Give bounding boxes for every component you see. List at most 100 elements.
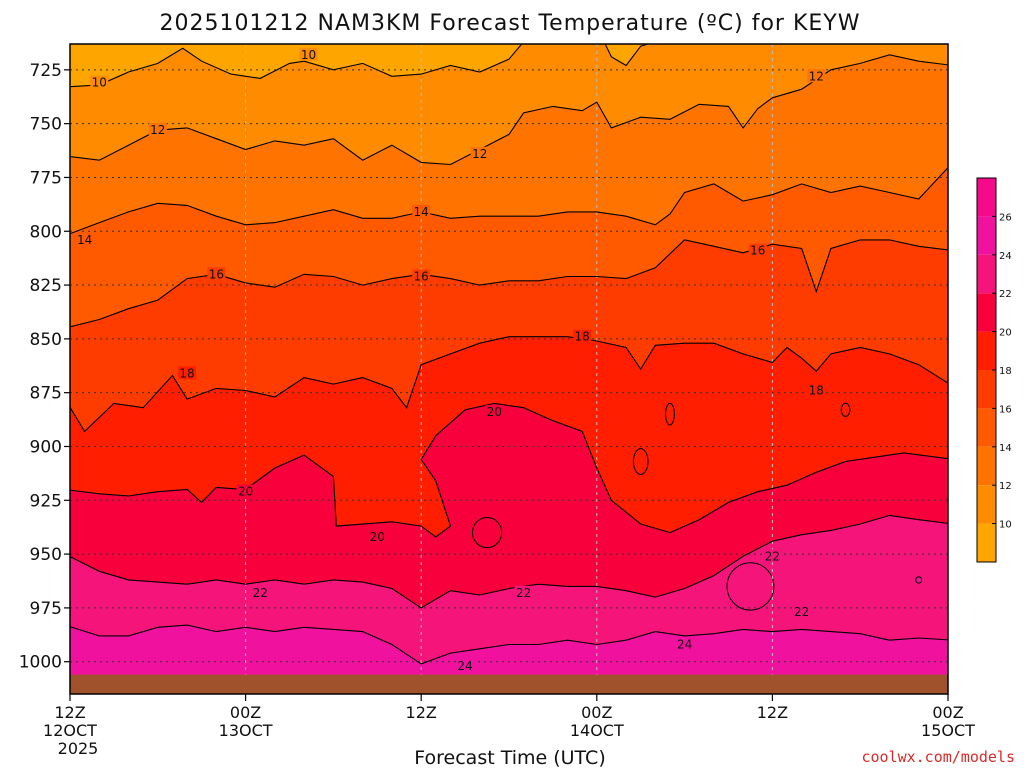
isotherm-label-bg-12 — [807, 383, 826, 397]
isotherm-label-20: 20 — [238, 485, 253, 499]
isotherm-label-bg-17 — [514, 585, 533, 599]
isotherm-label-bg-13 — [236, 484, 255, 498]
isotherm-label-22: 22 — [794, 605, 809, 619]
colorbar-segment-6 — [977, 293, 996, 332]
isotherm-label-bg-21 — [675, 637, 694, 651]
isotherm-label-10: 10 — [92, 76, 107, 90]
x-tick-label-36-1: 14OCT — [570, 721, 624, 740]
isotherm-label-22: 22 — [253, 586, 268, 600]
isotherm-label-bg-14 — [368, 529, 387, 543]
x-tick-label-48-0: 12Z — [757, 703, 788, 722]
chart-title: 2025101212 NAM3KM Forecast Temperature (… — [160, 11, 861, 36]
isotherm-island-3 — [840, 402, 851, 417]
colorbar-tick-label-12: 12 — [999, 481, 1012, 492]
isotherm-12 — [70, 54, 948, 166]
isotherm-label-20: 20 — [370, 530, 385, 544]
isotherm-label-bg-8 — [412, 269, 431, 283]
colorbar-segment-4 — [977, 370, 996, 409]
y-tick-label-725: 725 — [30, 61, 62, 81]
colorbar-segment-9 — [977, 178, 996, 217]
ground-rect — [70, 674, 948, 694]
isotherm-20 — [70, 402, 948, 538]
isotherm-label-14: 14 — [77, 233, 92, 247]
isotherm-label-bg-18 — [763, 549, 782, 563]
y-tick-label-850: 850 — [30, 330, 62, 350]
y-tick-label-825: 825 — [30, 276, 62, 296]
isotherm-label-18: 18 — [179, 366, 194, 380]
x-tick-label-0-2: 2025 — [58, 739, 99, 758]
isotherm-label-bg-3 — [470, 146, 489, 160]
gridlines — [70, 44, 948, 694]
isotherm-label-18: 18 — [809, 384, 824, 398]
colorbar-tick-label-24: 24 — [999, 251, 1012, 262]
isotherm-label-bg-19 — [792, 605, 811, 619]
colorbar-tick-label-20: 20 — [999, 328, 1012, 339]
credit-text: coolwx.com/models — [861, 748, 1015, 766]
colorbar-tick-label-10: 10 — [999, 520, 1012, 531]
isotherm-18 — [70, 336, 948, 433]
isotherm-island-0 — [471, 517, 503, 549]
x-tick-label-0-1: 12OCT — [43, 721, 97, 740]
isotherm-label-bg-5 — [75, 232, 94, 246]
x-tick-label-24-0: 12Z — [406, 703, 437, 722]
temperature-bands — [70, 44, 948, 694]
y-tick-label-750: 750 — [30, 115, 62, 135]
isotherm-label-24: 24 — [677, 637, 692, 651]
isotherm-label-14: 14 — [414, 205, 429, 219]
x-axis-title: Forecast Time (UTC) — [414, 747, 605, 768]
isotherm-label-22: 22 — [765, 549, 780, 563]
isotherm-label-16: 16 — [209, 267, 224, 281]
isotherm-label-12: 12 — [809, 69, 824, 83]
y-tick-label-1000: 1000 — [19, 653, 62, 673]
isotherm-label-12: 12 — [472, 147, 487, 161]
x-tick-label-36-0: 00Z — [581, 703, 612, 722]
isotherm-label-bg-16 — [251, 585, 270, 599]
x-tick-label-60-0: 00Z — [932, 703, 963, 722]
isotherm-label-24: 24 — [457, 659, 472, 673]
colorbar-segment-7 — [977, 254, 996, 294]
isotherm-14 — [70, 166, 948, 235]
y-tick-label-875: 875 — [30, 384, 62, 404]
x-tick-label-12-1: 13OCT — [219, 721, 273, 740]
colorbar-segment-2 — [977, 446, 996, 486]
y-axis: 725 750 775 800 825 850 875 900 925 950 975 1000 — [19, 61, 70, 673]
colorbar-segment-1 — [977, 485, 996, 524]
y-tick-label-975: 975 — [30, 599, 62, 619]
isotherm-label-12: 12 — [150, 123, 165, 137]
isotherm-label-bg-0 — [90, 75, 109, 89]
y-tick-label-775: 775 — [30, 168, 62, 188]
isotherm-label-bg-7 — [207, 267, 226, 281]
isotherm-labels: 10 10 12 12 12 14 14 16 16 16 18 18 18 20 20 20 22 22 22 22… — [75, 47, 826, 673]
colorbar-segment-8 — [977, 216, 996, 255]
y-tick-label-925: 925 — [30, 491, 62, 511]
isotherm-label-20: 20 — [487, 405, 502, 419]
colorbar-tick-label-18: 18 — [999, 366, 1012, 377]
colorbar: 10 12 14 16 18 20 22 24 26 — [976, 177, 1012, 563]
isotherm-label-bg-15 — [485, 405, 504, 419]
isotherm-24 — [70, 624, 948, 665]
isotherm-label-18: 18 — [575, 330, 590, 344]
colorbar-tick-label-14: 14 — [999, 443, 1012, 454]
band-below-10-pocket — [70, 44, 648, 87]
isotherm-island-5 — [915, 576, 923, 584]
x-tick-label-12-0: 00Z — [230, 703, 261, 722]
colorbar-segment-3 — [977, 408, 996, 447]
isotherm-22 — [70, 514, 948, 609]
isotherm-label-16: 16 — [750, 244, 765, 258]
y-tick-label-900: 900 — [30, 437, 62, 457]
isotherm-island-1 — [665, 402, 675, 426]
ground-fill — [70, 674, 948, 694]
colorbar-tick-label-22: 22 — [999, 289, 1012, 300]
y-tick-label-950: 950 — [30, 545, 62, 565]
plot-area: 10 10 12 12 12 14 14 16 16 16 18 18 18 20 20 20 22 22 22 22… — [70, 44, 948, 694]
isotherm-island-2 — [632, 448, 649, 475]
isotherm-label-10: 10 — [301, 48, 316, 62]
isotherm-label-bg-9 — [748, 243, 767, 257]
isotherm-label-bg-2 — [148, 123, 167, 137]
y-tick-label-800: 800 — [30, 222, 62, 242]
colorbar-segment-5 — [977, 331, 996, 370]
isotherm-label-16: 16 — [414, 269, 429, 283]
isotherm-label-22: 22 — [516, 586, 531, 600]
